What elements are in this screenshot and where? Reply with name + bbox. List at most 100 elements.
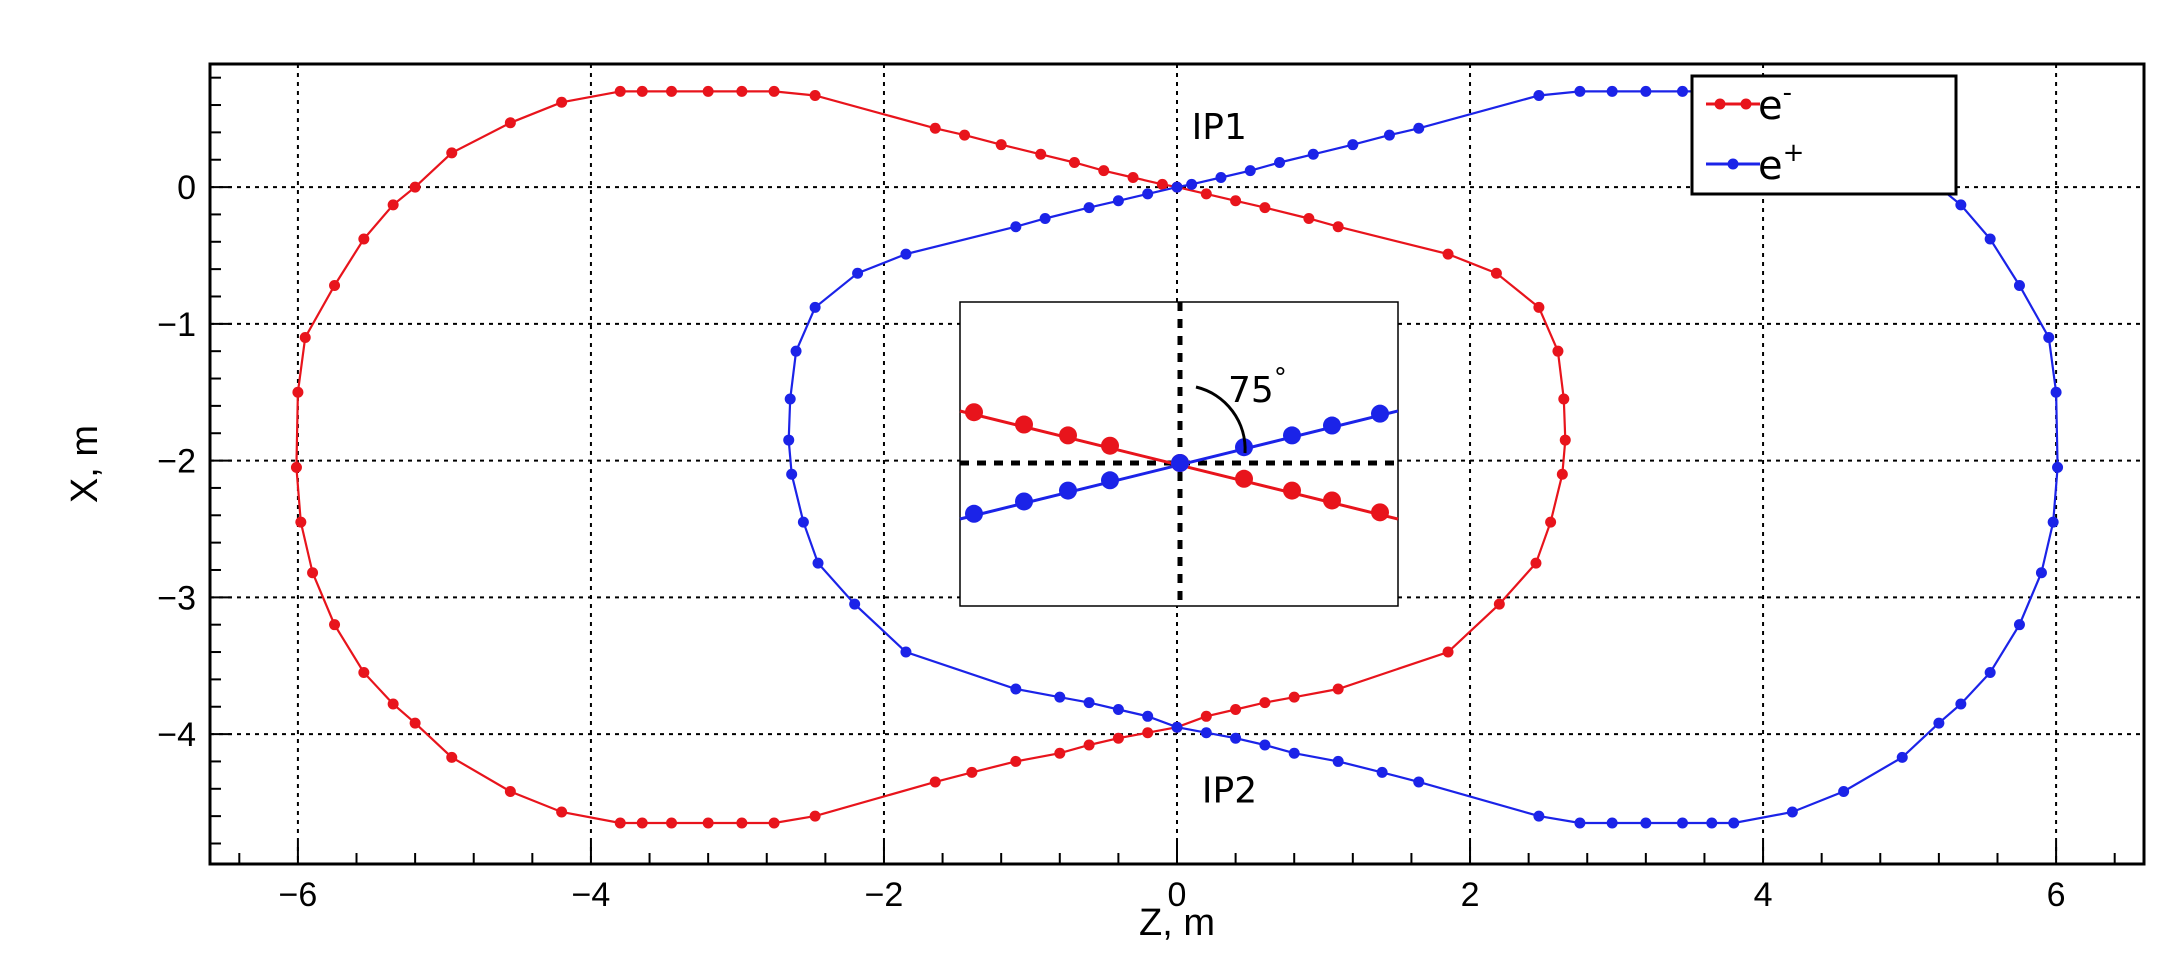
data-point: [1556, 468, 1568, 480]
data-point: [1054, 747, 1066, 759]
data-point: [1933, 717, 1945, 729]
data-point: [1533, 810, 1545, 822]
data-point: [1606, 817, 1618, 829]
x-tick-label: 0: [1168, 876, 1187, 914]
data-point: [358, 667, 370, 679]
data-point: [1142, 710, 1154, 722]
data-point: [666, 85, 678, 97]
x-tick-label: 2: [1461, 876, 1480, 914]
data-point: [1200, 188, 1212, 200]
data-point: [614, 85, 626, 97]
data-point: [768, 85, 780, 97]
angle-arc: [1195, 385, 1247, 454]
data-point: [1156, 178, 1168, 190]
data-point: [768, 817, 780, 829]
data-point: [1442, 646, 1454, 658]
data-point: [1274, 156, 1286, 168]
data-point: [1112, 732, 1124, 744]
data-point: [1533, 89, 1545, 101]
data-point: [1230, 732, 1242, 744]
data-point: [1098, 165, 1110, 177]
data-point: [666, 817, 678, 829]
data-point: [1442, 248, 1454, 260]
inset-point-electron: [1283, 481, 1301, 500]
y-axis-title: X, m: [64, 425, 106, 503]
data-point: [736, 85, 748, 97]
data-point: [1010, 683, 1022, 695]
data-point: [1083, 739, 1095, 751]
data-point: [636, 85, 648, 97]
annotation-ip1: IP1: [1192, 107, 1247, 148]
inset-point-electron: [1235, 469, 1253, 488]
x-tick-label: −6: [279, 876, 318, 914]
data-point: [409, 717, 421, 729]
data-point: [290, 461, 302, 473]
data-point: [1039, 213, 1051, 225]
inset-point-positron: [1015, 492, 1033, 511]
data-point: [1413, 122, 1425, 134]
data-point: [1142, 188, 1154, 200]
data-point: [852, 267, 864, 279]
data-point: [790, 345, 802, 357]
data-point: [1127, 172, 1139, 184]
data-point: [1200, 727, 1212, 739]
data-point: [1838, 786, 1850, 798]
data-point: [959, 129, 971, 141]
inset-point-electron: [1101, 436, 1119, 455]
inset-point-positron: [965, 504, 983, 523]
inset-point-positron: [1323, 416, 1341, 435]
legend-label-positron: e+: [1758, 138, 1804, 189]
data-point: [446, 147, 458, 159]
inset-point-electron: [1059, 426, 1077, 445]
data-point: [2013, 280, 2025, 292]
data-point: [1533, 301, 1545, 313]
data-point: [409, 181, 421, 193]
data-point: [1984, 667, 1996, 679]
data-point: [2052, 461, 2064, 473]
data-point: [929, 776, 941, 788]
data-point: [1706, 817, 1718, 829]
inset-point-electron: [1323, 491, 1341, 510]
data-point: [1376, 766, 1388, 778]
inset-points: [965, 403, 1389, 523]
series-electron: [290, 85, 1571, 829]
data-point: [809, 89, 821, 101]
legend: e- e+: [1690, 74, 1958, 196]
data-point: [504, 117, 516, 129]
data-point: [1259, 739, 1271, 751]
data-point: [849, 598, 861, 610]
data-point: [1413, 776, 1425, 788]
data-point: [900, 248, 912, 260]
inset-point-electron: [965, 403, 983, 422]
inset-point-electron: [1371, 503, 1389, 522]
data-point: [1083, 202, 1095, 214]
data-point: [809, 810, 821, 822]
legend-box: [1690, 74, 1958, 196]
data-point: [1347, 139, 1359, 151]
annotations: IP1 IP2: [1192, 107, 1257, 811]
data-point: [929, 122, 941, 134]
legend-label-electron: e-: [1758, 78, 1792, 129]
data-point: [1112, 195, 1124, 207]
angle-label: 75°: [1228, 363, 1287, 411]
data-point: [1332, 683, 1344, 695]
data-point: [783, 434, 795, 446]
legend-marker-positron: [1727, 158, 1739, 170]
data-point: [1955, 698, 1967, 710]
data-point: [387, 199, 399, 211]
data-point: [614, 817, 626, 829]
data-point: [784, 393, 796, 405]
series-layer: [290, 85, 2064, 829]
y-tick-label: −3: [157, 579, 196, 617]
data-point: [1142, 727, 1154, 739]
data-point: [329, 619, 341, 631]
data-point: [797, 516, 809, 528]
data-point: [809, 301, 821, 313]
data-point: [387, 698, 399, 710]
inset-point-positron: [1171, 454, 1189, 472]
data-point: [292, 386, 304, 398]
data-point: [2050, 386, 2062, 398]
data-point: [1083, 697, 1095, 709]
inset-frame: [959, 301, 1399, 607]
